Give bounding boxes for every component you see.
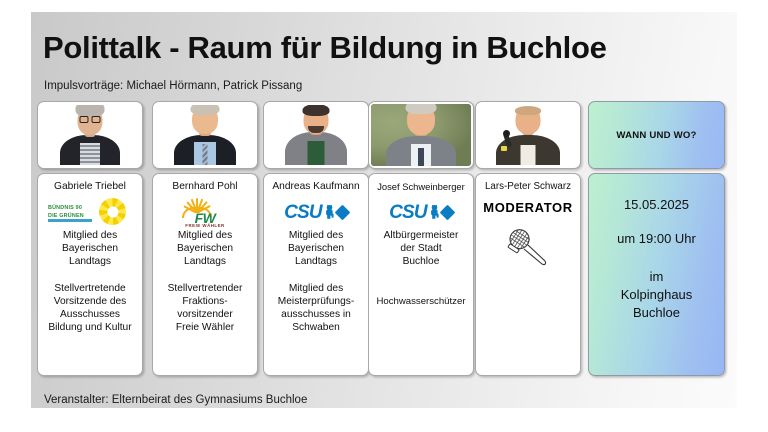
person-role-secondary: Mitglied des Meisterprüfungs- ausschusse… [277, 282, 355, 334]
person-role-secondary: Stellvertretender Fraktions- vorsitzende… [167, 282, 243, 334]
slide-canvas: Polittalk - Raum für Bildung in Buchloe … [31, 12, 737, 408]
event-date: 15.05.2025 [623, 197, 690, 212]
person-name: Bernhard Pohl [172, 181, 238, 192]
gruene-logo: BÜNDNIS 90 DIE GRÜNEN [46, 198, 134, 226]
moderator-label: MODERATOR [483, 200, 573, 215]
person-column-0: Gabriele Triebel BÜNDNIS 90 DIE GRÜNEN M… [37, 101, 143, 376]
person-column-2: Andreas Kaufmann CSU Mitglied des Bayeri… [263, 101, 369, 376]
csu-diamond-icon [334, 204, 351, 220]
sunflower-icon [99, 198, 126, 225]
photo-card-2 [263, 101, 369, 169]
bavarian-lion-icon [429, 204, 440, 220]
info-card-1: Bernhard Pohl FW FREIE WÄHLER [152, 173, 258, 376]
portrait-gabriele-triebel [41, 105, 139, 165]
venue-line-1: Kolpinghaus [620, 287, 693, 302]
gruene-logo-bar [48, 219, 92, 222]
venue-prefix: im [649, 269, 664, 284]
csu-logo-word: CSU [389, 201, 428, 223]
info-card-2: Andreas Kaufmann CSU Mitglied des Bayeri… [263, 173, 369, 376]
info-card-3: Josef Schweinberger CSU Altbürgermeister… [368, 173, 474, 376]
party-logo-slot: FW FREIE WÄHLER [156, 195, 254, 229]
info-card-4: Lars-Peter Schwarz MODERATOR [475, 173, 581, 376]
person-name: Andreas Kaufmann [272, 181, 360, 192]
panel-heading-card: WANN UND WO? [588, 101, 725, 169]
gruene-logo-line1: BÜNDNIS 90 [48, 205, 83, 211]
person-role-primary: Mitglied des Bayerischen Landtags [176, 230, 234, 268]
fw-logo: FW FREIE WÄHLER [173, 196, 237, 228]
venue-line-2: Buchloe [633, 305, 680, 320]
photo-card-1 [152, 101, 258, 169]
info-card-0: Gabriele Triebel BÜNDNIS 90 DIE GRÜNEN M… [37, 173, 143, 376]
portrait-andreas-kaufmann [267, 105, 365, 165]
fw-logo-word: FW [194, 210, 216, 226]
person-role-secondary: Hochwasserschützer [376, 295, 466, 307]
fw-rays-icon [179, 196, 215, 213]
photo-card-4 [475, 101, 581, 169]
organizer-footer: Veranstalter: Elternbeirat des Gymnasium… [44, 394, 308, 406]
person-name: Josef Schweinberger [377, 181, 465, 192]
person-name: Gabriele Triebel [54, 181, 126, 192]
subtitle-impulsvortraege: Impulsvorträge: Michael Hörmann, Patrick… [44, 80, 303, 92]
portrait-lars-peter-schwarz [479, 105, 577, 165]
party-logo-slot: BÜNDNIS 90 DIE GRÜNEN [41, 195, 139, 229]
microphone-icon [502, 227, 554, 271]
panel-heading-text: WANN UND WO? [616, 129, 697, 141]
person-role-secondary: Stellvertretende Vorsitzende des Ausschu… [48, 282, 132, 334]
person-role-primary: Mitglied des Bayerischen Landtags [61, 230, 119, 268]
party-logo-slot: CSU [372, 195, 470, 229]
photo-card-0 [37, 101, 143, 169]
portrait-bernhard-pohl [156, 105, 254, 165]
page-title: Polittalk - Raum für Bildung in Buchloe [43, 30, 607, 65]
event-info-panel: WANN UND WO? 15.05.2025 um 19:00 Uhr im … [588, 101, 725, 376]
gruene-logo-line2: DIE GRÜNEN [48, 212, 84, 219]
photo-card-3 [368, 101, 474, 169]
event-time: um 19:00 Uhr [617, 231, 696, 246]
person-role-primary: Altbürgermeister der Stadt Buchloe [383, 230, 459, 268]
person-column-3: Josef Schweinberger CSU Altbürgermeister… [368, 101, 474, 376]
person-role-primary: Mitglied des Bayerischen Landtags [287, 230, 345, 268]
csu-logo: CSU [270, 201, 362, 223]
portrait-josef-schweinberger [371, 104, 471, 166]
fw-logo-sub: FREIE WÄHLER [185, 223, 225, 228]
bavarian-lion-icon [324, 204, 335, 220]
panel-details-card: 15.05.2025 um 19:00 Uhr im Kolpinghaus B… [588, 173, 725, 376]
csu-logo: CSU [375, 201, 467, 223]
person-column-4: Lars-Peter Schwarz MODERATOR [475, 101, 581, 376]
person-name: Lars-Peter Schwarz [484, 181, 572, 192]
csu-diamond-icon [439, 204, 456, 220]
party-logo-slot: CSU [267, 195, 365, 229]
csu-logo-word: CSU [284, 201, 323, 223]
person-column-1: Bernhard Pohl FW FREIE WÄHLER [152, 101, 258, 376]
